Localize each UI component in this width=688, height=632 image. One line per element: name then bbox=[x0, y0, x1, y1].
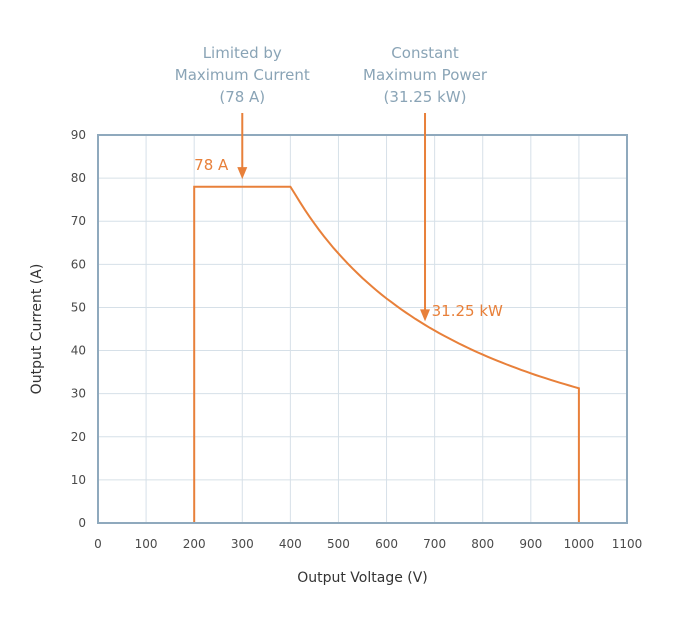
annotations: Limited by Maximum Current (78 A) 78 A Const… bbox=[175, 44, 503, 322]
annotation-text: Limited by bbox=[203, 44, 282, 62]
x-tick-label: 1100 bbox=[612, 537, 643, 551]
y-tick-label: 50 bbox=[71, 300, 86, 314]
annotation-text: (78 A) bbox=[219, 88, 265, 106]
x-axis-title: Output Voltage (V) bbox=[297, 570, 428, 586]
series-line bbox=[193, 185, 580, 523]
y-tick-label: 80 bbox=[71, 171, 86, 185]
x-tick-label: 0 bbox=[94, 537, 102, 551]
series-annotation-label: 78 A bbox=[194, 156, 229, 174]
x-tick-label: 100 bbox=[135, 537, 158, 551]
x-tick-label: 900 bbox=[519, 537, 542, 551]
annotation-text: (31.25 kW) bbox=[384, 88, 467, 106]
plot-frame bbox=[97, 134, 628, 524]
x-tick-label: 700 bbox=[423, 537, 446, 551]
y-tick-label: 90 bbox=[71, 128, 86, 142]
grid bbox=[97, 134, 628, 524]
x-tick-label: 600 bbox=[375, 537, 398, 551]
y-tick-label: 10 bbox=[71, 473, 86, 487]
series-layer bbox=[193, 185, 580, 523]
y-tick-labels: 0 10 20 30 40 50 60 70 80 90 bbox=[71, 128, 86, 530]
y-tick-label: 30 bbox=[71, 387, 86, 401]
y-tick-label: 40 bbox=[71, 344, 86, 358]
annotation-text: Maximum Current bbox=[175, 66, 310, 84]
x-tick-label: 300 bbox=[231, 537, 254, 551]
arrow-head bbox=[237, 167, 248, 180]
y-tick-label: 20 bbox=[71, 430, 86, 444]
annotation-text: Constant bbox=[391, 44, 459, 62]
y-axis-title: Output Current (A) bbox=[29, 264, 45, 395]
x-tick-label: 400 bbox=[279, 537, 302, 551]
x-tick-labels: 0 100 200 300 400 500 600 700 800 900 1000 1100 bbox=[94, 537, 642, 551]
arrow-head bbox=[420, 309, 431, 322]
x-tick-label: 200 bbox=[183, 537, 206, 551]
series-annotation-label: 31.25 kW bbox=[432, 302, 503, 320]
y-tick-label: 60 bbox=[71, 257, 86, 271]
x-tick-label: 1000 bbox=[564, 537, 595, 551]
annotation-text: Maximum Power bbox=[363, 66, 488, 84]
y-tick-label: 0 bbox=[78, 516, 86, 530]
x-tick-label: 800 bbox=[471, 537, 494, 551]
x-tick-label: 500 bbox=[327, 537, 350, 551]
y-tick-label: 70 bbox=[71, 214, 86, 228]
